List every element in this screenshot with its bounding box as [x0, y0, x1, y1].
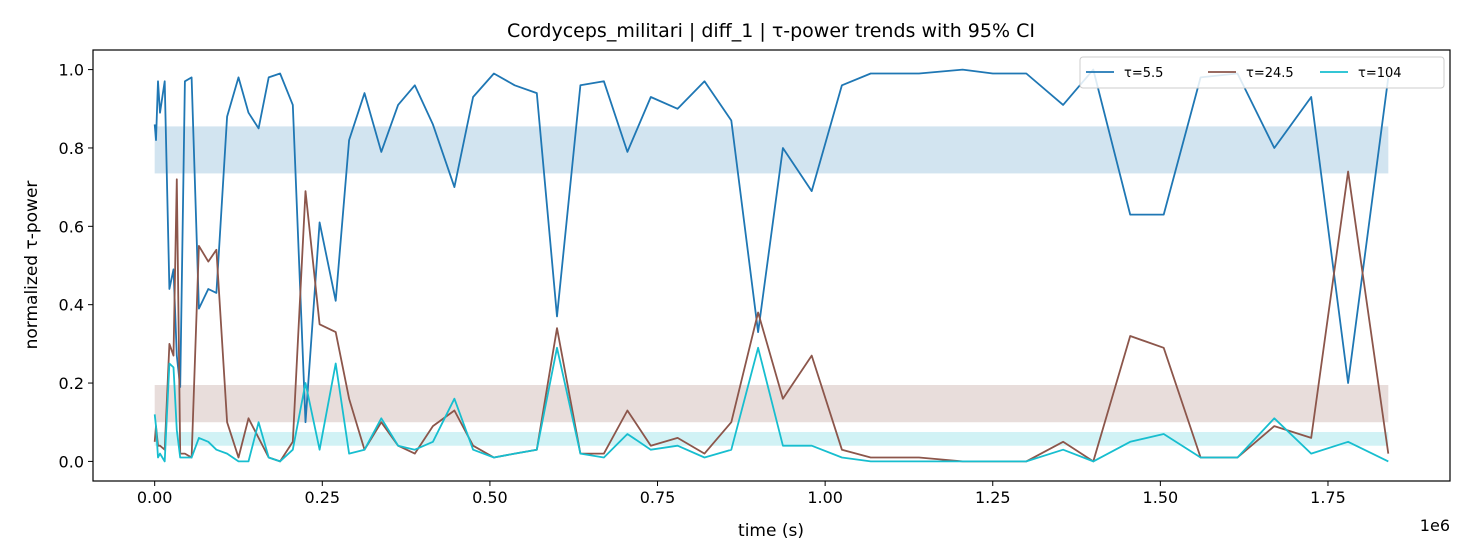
x-tick-label: 0.75: [640, 488, 676, 507]
x-tick-label: 1.25: [975, 488, 1011, 507]
x-axis-label: time (s): [738, 521, 804, 541]
y-tick-label: 0.2: [59, 374, 84, 393]
y-axis-label: normalized τ-power: [22, 181, 42, 350]
legend-label-3: τ=104: [1358, 66, 1402, 81]
ci-band-1: [154, 126, 1389, 174]
y-axis: 0.0 0.2 0.4 0.6 0.8 1.0: [59, 61, 93, 471]
y-tick-label: 0.4: [59, 296, 84, 315]
x-tick-label: 0.50: [472, 488, 508, 507]
x-tick-label: 0.25: [304, 488, 340, 507]
plot-frame: [92, 49, 1451, 482]
x-tick-label: 0.00: [137, 488, 173, 507]
y-tick-label: 0.0: [59, 452, 84, 471]
ci-band-3: [154, 432, 1389, 446]
y-tick-label: 1.0: [59, 61, 84, 80]
series-line-1: [153, 68, 1390, 424]
x-axis-offset-label: 1e6: [1420, 516, 1450, 535]
x-tick-label: 1.50: [1143, 488, 1179, 507]
series-lines: [153, 68, 1390, 463]
x-tick-label: 1.75: [1310, 488, 1346, 507]
chart-title: Cordyceps_militari | diff_1 | τ-power tr…: [507, 20, 1035, 42]
legend-label-1: τ=5.5: [1124, 66, 1163, 81]
legend-box: [1079, 56, 1445, 89]
series-line-3: [153, 346, 1389, 463]
x-axis: 0.00 0.25 0.50 0.75 1.00 1.25 1.50 1.75: [137, 481, 1346, 507]
legend: τ=5.5 τ=24.5 τ=104: [1079, 56, 1445, 89]
x-tick-label: 1.00: [807, 488, 843, 507]
y-tick-label: 0.6: [59, 217, 84, 236]
y-tick-label: 0.8: [59, 139, 84, 158]
legend-label-2: τ=24.5: [1246, 66, 1294, 81]
